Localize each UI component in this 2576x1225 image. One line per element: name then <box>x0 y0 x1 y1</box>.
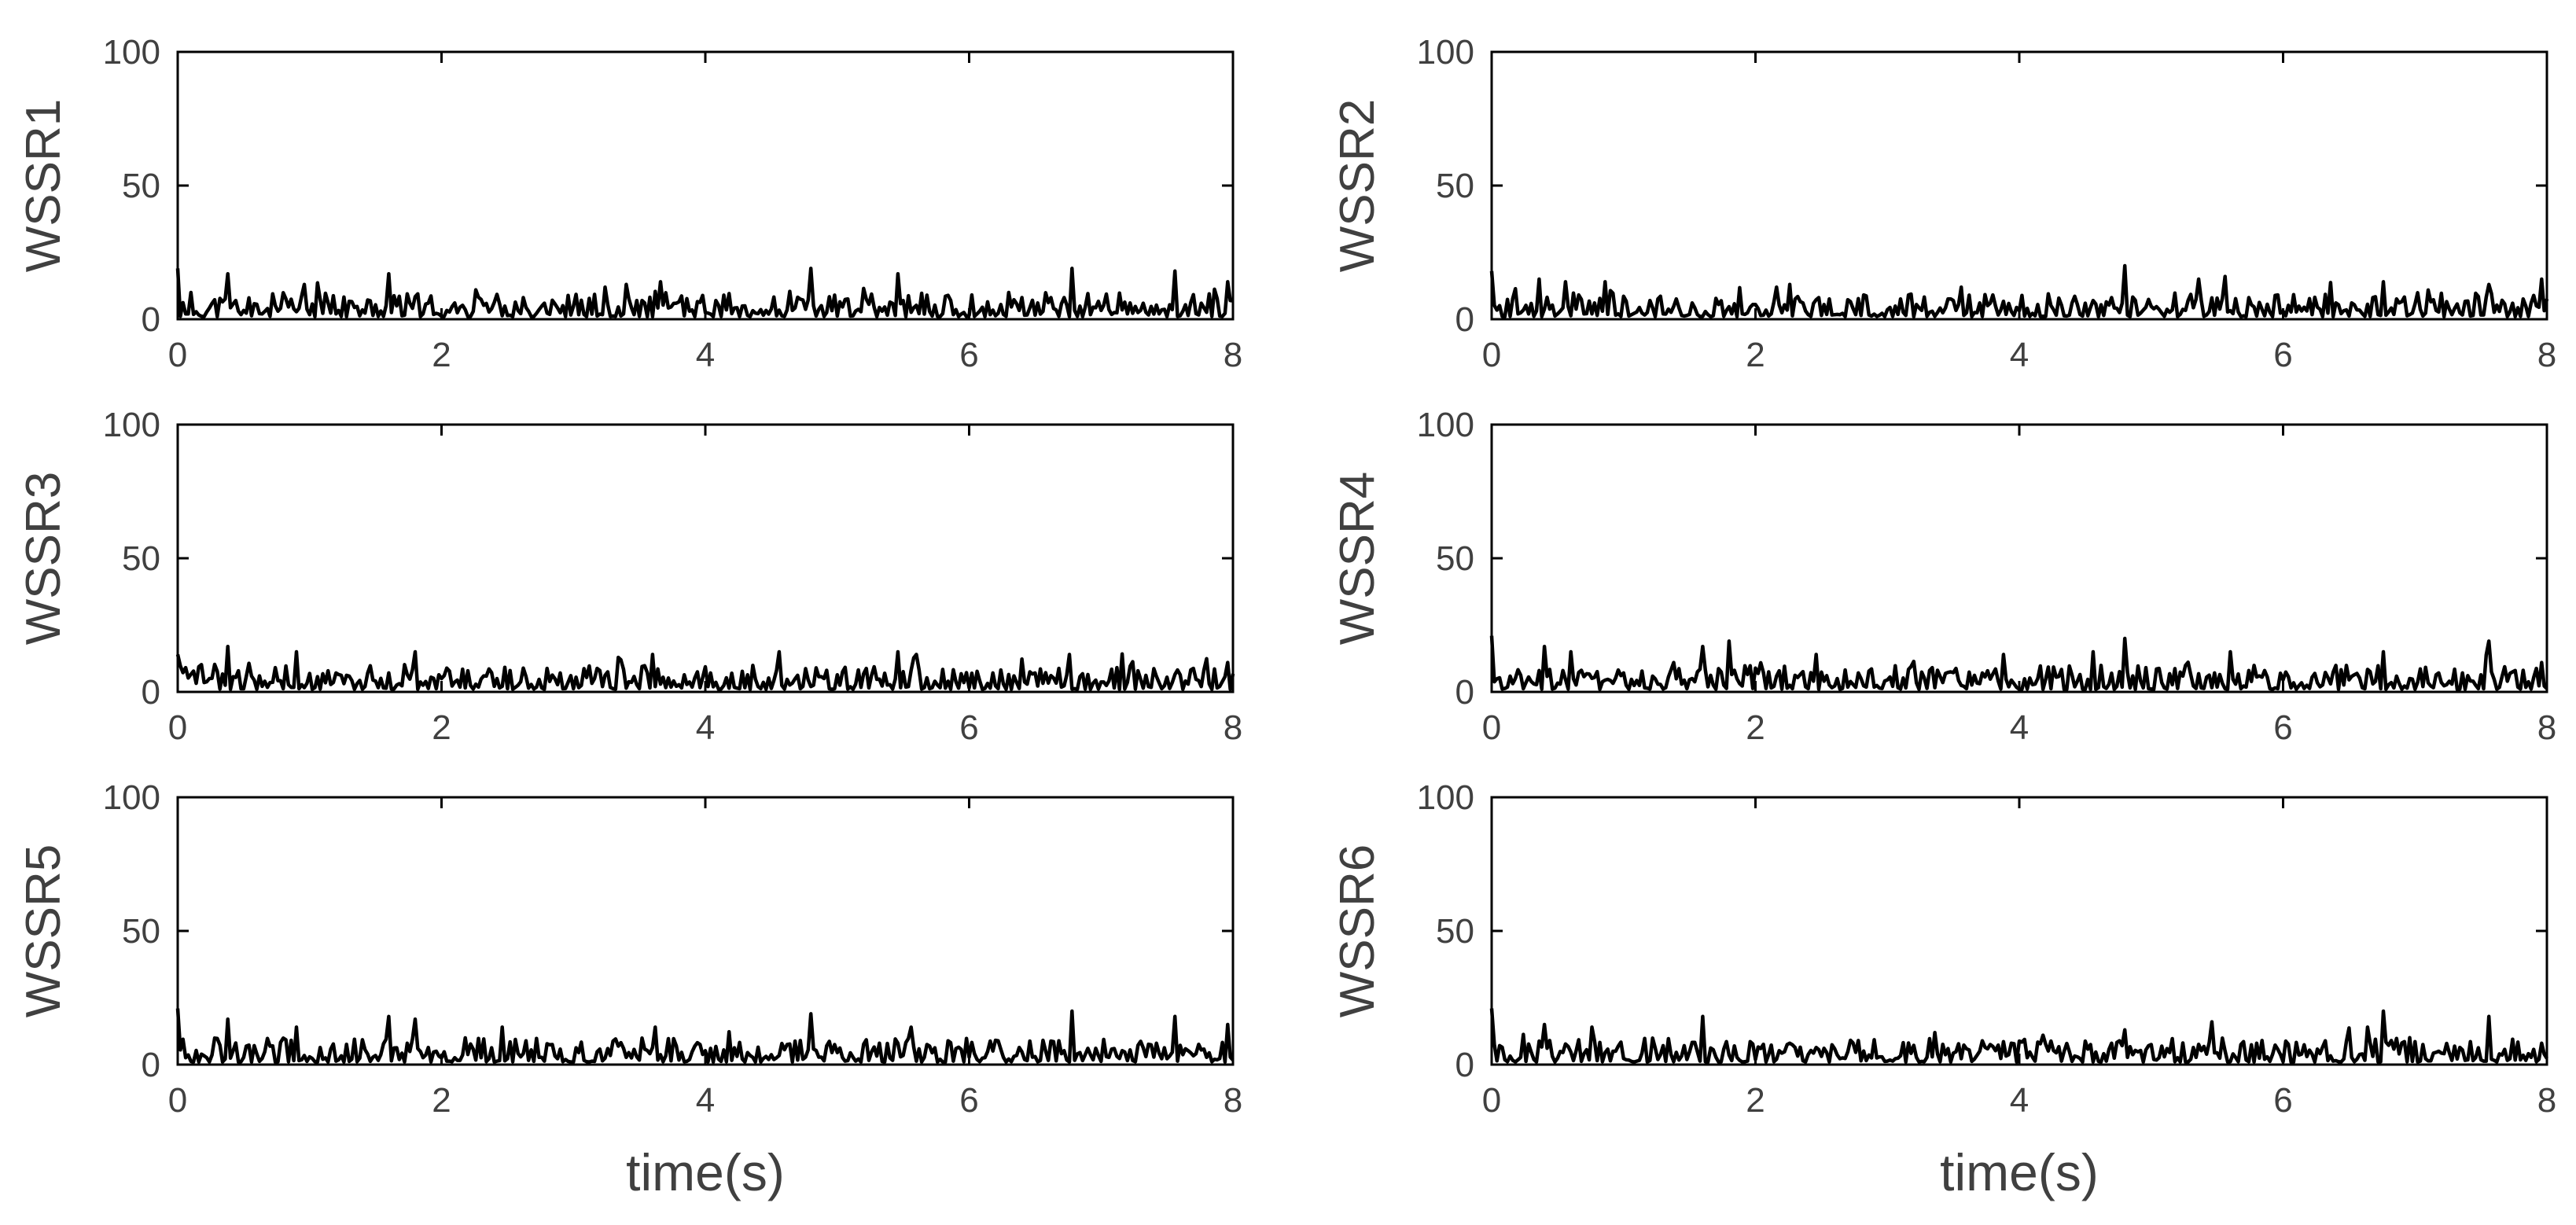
y-axis-label: WSSR5 <box>17 844 71 1017</box>
y-axis-label: WSSR4 <box>1330 472 1385 645</box>
y-tick-label: 0 <box>1455 300 1474 339</box>
y-tick-label: 50 <box>1436 539 1474 578</box>
panel-2: 0 2 4 6 8 0 50 100 WSSR2 <box>1330 33 2556 374</box>
y-tick-label: 100 <box>103 406 160 444</box>
x-tick-label: 6 <box>2273 708 2292 747</box>
x-tick-label: 8 <box>2537 336 2556 374</box>
y-axis-label: WSSR3 <box>17 472 71 645</box>
axes-frame <box>1490 423 2548 693</box>
y-tick-label: 100 <box>103 778 160 817</box>
panel-5: 0 2 4 6 8 0 50 100 WSSR5 time(s) <box>17 778 1242 1201</box>
x-axis-label: time(s) <box>626 1143 785 1201</box>
x-tick-label: 2 <box>432 708 451 747</box>
series-line-wssr3 <box>175 644 1235 691</box>
x-tick-label: 8 <box>1224 708 1242 747</box>
y-tick-label: 0 <box>142 300 160 339</box>
x-tick-label: 6 <box>2273 1081 2292 1120</box>
x-tick-label: 2 <box>432 1081 451 1120</box>
series-line-wssr1 <box>175 267 1234 318</box>
y-axis-label: WSSR1 <box>17 99 71 272</box>
x-tick-label: 0 <box>1482 1081 1501 1120</box>
x-tick-label: 2 <box>1746 336 1765 374</box>
y-axis-label: WSSR2 <box>1330 99 1385 272</box>
y-tick-label: 50 <box>1436 912 1474 951</box>
panel-4: 0 2 4 6 8 0 50 100 WSSR4 <box>1330 406 2556 747</box>
series-line-wssr4 <box>1489 635 2548 691</box>
y-tick-label: 50 <box>122 167 160 205</box>
y-tick-label: 50 <box>1436 167 1474 205</box>
panel-3: 0 2 4 6 8 0 50 100 WSSR3 <box>17 406 1242 747</box>
y-tick-label: 100 <box>1417 406 1474 444</box>
x-tick-label: 0 <box>1482 708 1501 747</box>
x-tick-label: 4 <box>696 336 715 374</box>
y-tick-label: 100 <box>103 33 160 72</box>
y-tick-label: 50 <box>122 912 160 951</box>
x-tick-label: 8 <box>2537 708 2556 747</box>
x-tick-label: 2 <box>1746 708 1765 747</box>
x-tick-label: 6 <box>2273 336 2292 374</box>
x-tick-label: 8 <box>1224 336 1242 374</box>
y-tick-label: 100 <box>1417 33 1474 72</box>
x-axis-label: time(s) <box>1940 1143 2099 1201</box>
axes-frame <box>176 423 1235 693</box>
x-tick-label: 2 <box>1746 1081 1765 1120</box>
x-tick-label: 0 <box>1482 336 1501 374</box>
x-tick-label: 6 <box>959 336 978 374</box>
y-tick-label: 0 <box>142 673 160 712</box>
y-tick-label: 50 <box>122 539 160 578</box>
x-tick-label: 0 <box>168 336 187 374</box>
y-tick-label: 0 <box>1455 1046 1474 1084</box>
series-line-wssr6 <box>1489 1008 2548 1064</box>
x-tick-label: 4 <box>2010 708 2029 747</box>
axes-frame <box>176 50 1235 321</box>
y-tick-label: 0 <box>142 1046 160 1084</box>
panel-6: 0 2 4 6 8 0 50 100 WSSR6 time(s) <box>1330 778 2556 1201</box>
x-tick-label: 4 <box>696 1081 715 1120</box>
x-tick-label: 8 <box>1224 1081 1242 1120</box>
x-tick-label: 4 <box>696 708 715 747</box>
axes-frame <box>1490 796 2548 1066</box>
x-tick-label: 2 <box>432 336 451 374</box>
y-tick-label: 0 <box>1455 673 1474 712</box>
x-tick-label: 0 <box>168 1081 187 1120</box>
x-tick-label: 0 <box>168 708 187 747</box>
y-axis-label: WSSR6 <box>1330 844 1385 1017</box>
x-tick-label: 4 <box>2010 1081 2029 1120</box>
x-tick-label: 8 <box>2537 1081 2556 1120</box>
panel-1: 0 2 4 6 8 0 50 100 WSSR1 <box>17 33 1242 374</box>
x-tick-label: 6 <box>959 708 978 747</box>
x-tick-label: 6 <box>959 1081 978 1120</box>
axes-frame <box>176 796 1235 1066</box>
x-tick-label: 4 <box>2010 336 2029 374</box>
y-tick-label: 100 <box>1417 778 1474 817</box>
series-line-wssr5 <box>175 1008 1235 1064</box>
series-line-wssr2 <box>1489 263 2549 318</box>
axes-frame <box>1490 50 2548 321</box>
